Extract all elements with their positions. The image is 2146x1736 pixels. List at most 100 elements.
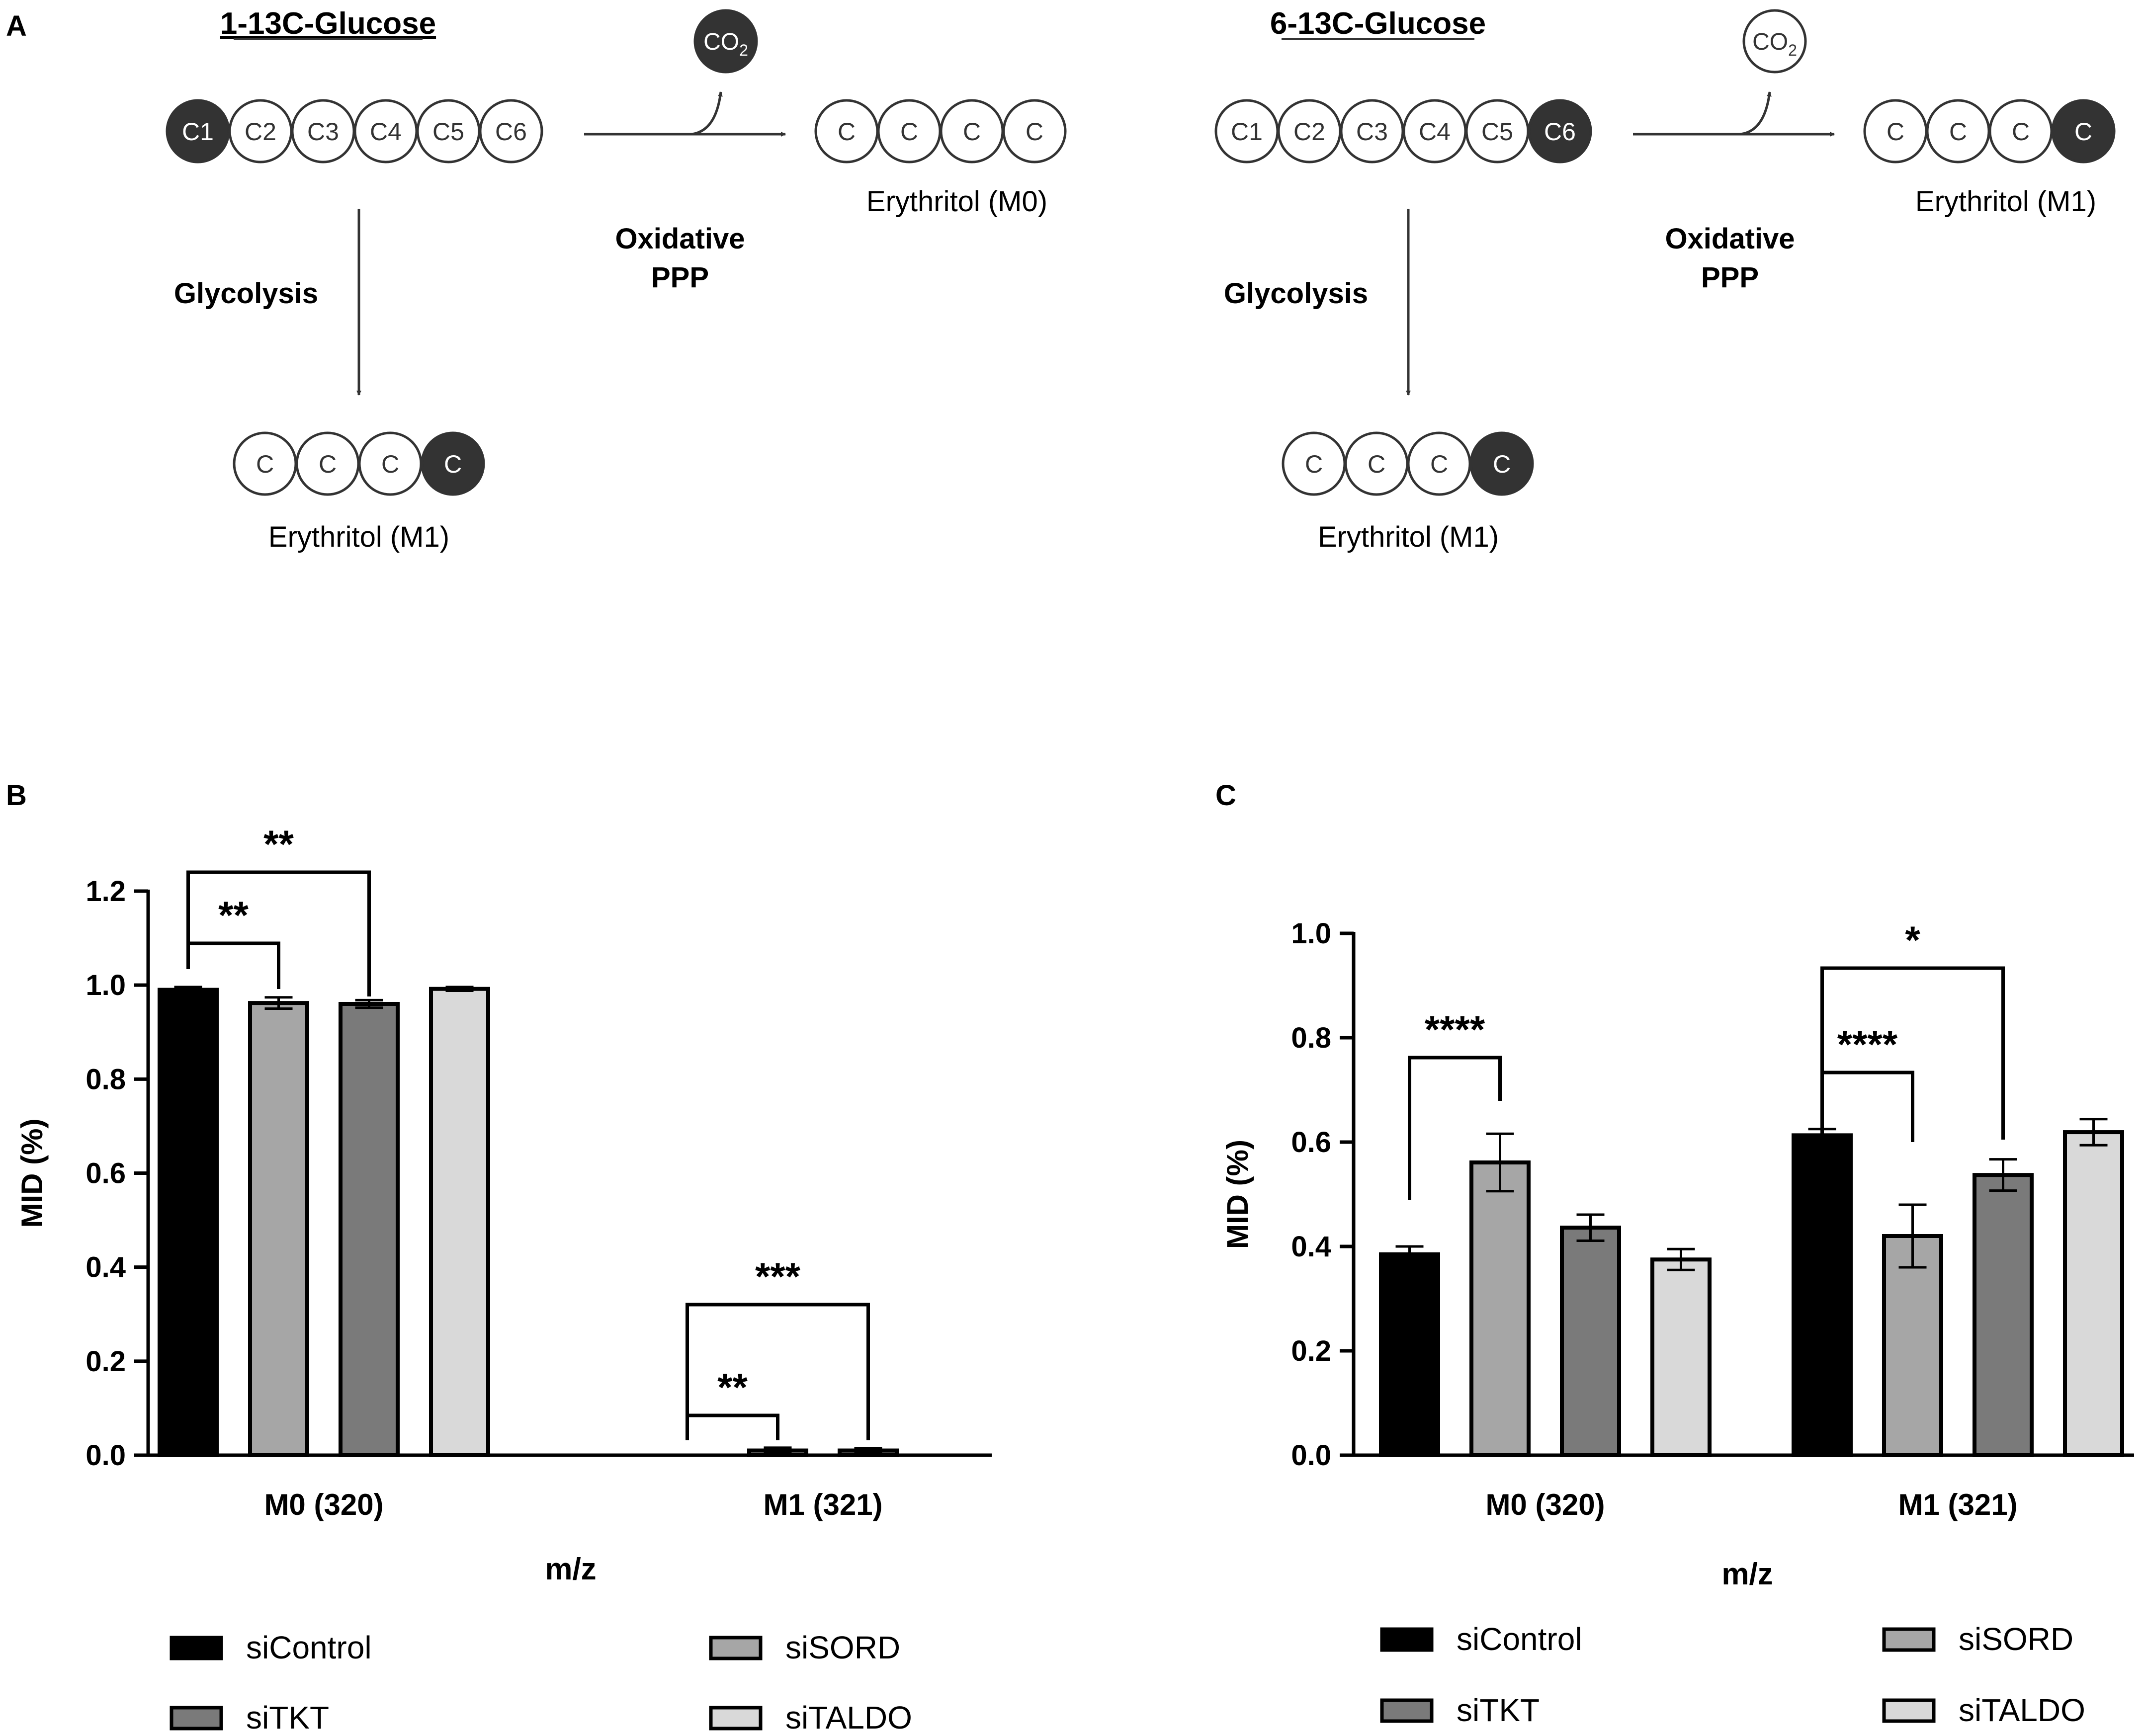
glucose-left-atom-label-1: C1 — [182, 118, 214, 146]
y-tick-label: 0.8 — [1291, 1022, 1331, 1054]
legend-swatch-siControl — [1380, 1627, 1434, 1652]
co2-left: CO2 — [693, 9, 758, 74]
legend-swatch-siTKT — [170, 1706, 223, 1731]
chart-b: 0.0 0.2 0.4 0.6 0.8 1.0 1.2 MID (%) M0 (320) M1 (… — [15, 822, 992, 1736]
co2-circle-left — [693, 9, 758, 74]
ppp-product-left-atom-4 — [1002, 99, 1067, 164]
glucose-right-atom-label-5: C5 — [1481, 118, 1513, 146]
glycolysis-product-label-left: Erythritol (M1) — [268, 521, 449, 553]
glyco-product-right-atom-label-1: C — [1305, 450, 1323, 478]
legend-swatch-siTALDO — [1882, 1698, 1936, 1723]
panel-c: C 0.0 0.2 0.4 0.6 0.8 1.0 MID (%) M0 (320) M1 (3… — [1215, 779, 2134, 1728]
y-tick-label: 1.0 — [86, 969, 126, 1001]
legend-label-siTKT: siTKT — [246, 1700, 329, 1736]
co2-branch-arrow-left — [690, 91, 723, 136]
x-category-label: M1 (321) — [763, 1488, 882, 1521]
bar-siTALDO-m0 — [429, 987, 490, 1457]
legend-swatch-siTKT — [1380, 1698, 1434, 1723]
y-tick-label: 0.2 — [86, 1345, 126, 1378]
legend-label-siTALDO: siTALDO — [785, 1700, 912, 1736]
glyco-product-left-atom-label-3: C — [381, 450, 399, 478]
glucose-left-atom-label-3: C3 — [307, 118, 339, 146]
glucose-left-atom-label-2: C2 — [245, 118, 276, 146]
y-tick-label: 0.6 — [86, 1157, 126, 1190]
glucose-right-atom-6 — [1528, 99, 1592, 164]
co2-label-left: CO2 — [703, 29, 748, 59]
significance-stars: ** — [717, 1365, 748, 1409]
bar-siControl-m0 — [158, 988, 219, 1457]
ppp-product-right-atom-4 — [2051, 99, 2116, 164]
bar-siTKT-m0 — [339, 1002, 400, 1457]
bar-siTKT-m0 — [1560, 1226, 1621, 1457]
ppp-product-left-atom-label-3: C — [963, 118, 981, 146]
x-axis-label: m/z — [1721, 1557, 1773, 1591]
panel-label-c: C — [1215, 779, 1236, 812]
glyco-product-right-atom-4 — [1469, 431, 1534, 496]
glucose-chain-right: C1 C2 C3 C4 C5 C6 — [1214, 99, 1592, 164]
legend-label-siSORD: siSORD — [785, 1630, 900, 1665]
scheme-1-13c-glucose: 1-13C-Glucose C1 C2 C3 C4 C5 C6 CO2 Oxidative… — [166, 6, 1067, 553]
glyco-product-left-atom-label-4: C — [444, 450, 462, 478]
legend-label-siControl: siControl — [1457, 1621, 1582, 1657]
scheme-6-13c-glucose: 6-13C-Glucose C1 C2 C3 C4 C5 C6 CO2 Oxidative… — [1214, 6, 2116, 553]
glucose-left-atom-label-4: C4 — [370, 118, 402, 146]
significance-stars: *** — [755, 1254, 801, 1298]
significance-stars: ** — [263, 822, 294, 866]
legend-swatch-siControl — [170, 1636, 223, 1660]
oxidative-label-right-2: PPP — [1701, 261, 1759, 294]
glyco-product-left-atom-label-1: C — [256, 450, 274, 478]
significance-bracket — [1820, 966, 2005, 1200]
glycolysis-label-right: Glycolysis — [1224, 277, 1368, 310]
bar-siSORD-m1 — [1882, 1234, 1943, 1457]
glucose-right-atom-label-3: C3 — [1356, 118, 1388, 146]
co2-branch-arrow-right — [1739, 91, 1772, 136]
legend-swatch-siTALDO — [709, 1706, 763, 1731]
ppp-product-right-atom-label-3: C — [2012, 118, 2030, 146]
co2-circle-right — [1742, 9, 1807, 74]
significance-bracket — [1408, 1056, 1502, 1200]
glucose-left-atom-6 — [479, 99, 543, 164]
glyco-product-right-atom-label-3: C — [1430, 450, 1448, 478]
glucose-chain-left: C1 C2 C3 C4 C5 C6 — [166, 99, 543, 164]
glucose-left-atom-label-6: C6 — [495, 118, 527, 146]
x-category-label: M0 (320) — [1485, 1488, 1605, 1521]
significance-stars: **** — [1425, 1007, 1485, 1051]
bar-siTKT-m1 — [1973, 1173, 2034, 1457]
co2-label-right: CO2 — [1752, 29, 1797, 59]
y-tick-label: 0.6 — [1291, 1126, 1331, 1158]
panel-b: B 0.0 0.2 0.4 0.6 0.8 1.0 1.2 MID (%) M0 (320) M1… — [6, 779, 992, 1736]
glyco-product-left-atom-4 — [421, 431, 485, 496]
y-tick-label: 0.4 — [1291, 1231, 1331, 1263]
oxidative-label-right-1: Oxidative — [1665, 223, 1795, 255]
glycolysis-product-label-right: Erythritol (M1) — [1318, 521, 1499, 553]
glyco-product-left-atom-label-2: C — [319, 450, 337, 478]
ppp-product-left-atom-label-2: C — [900, 118, 918, 146]
oxidative-label-left-2: PPP — [651, 261, 709, 294]
x-axis-label: m/z — [545, 1552, 596, 1586]
x-category-label: M0 (320) — [264, 1488, 383, 1521]
significance-stars: * — [1905, 918, 1920, 962]
significance-bracket — [686, 1303, 870, 1440]
y-tick-label: 1.2 — [86, 875, 126, 908]
legend-swatch-siSORD — [709, 1636, 763, 1660]
y-tick-label: 0.0 — [1291, 1439, 1331, 1472]
bar-siTALDO-m0 — [1650, 1257, 1712, 1457]
bar-siTALDO-m1 — [2063, 1130, 2124, 1458]
y-tick-label: 0.0 — [86, 1439, 126, 1472]
scheme-title-right: 6-13C-Glucose — [1270, 6, 1486, 41]
y-tick-label: 0.8 — [86, 1063, 126, 1095]
glucose-right-atom-label-1: C1 — [1231, 118, 1263, 146]
y-axis-label: MID (%) — [1221, 1140, 1254, 1249]
co2-right: CO2 — [1742, 9, 1807, 74]
legend-label-siControl: siControl — [246, 1630, 372, 1665]
glucose-right-atom-label-4: C4 — [1419, 118, 1451, 146]
significance-bracket — [186, 870, 371, 996]
y-tick-label: 1.0 — [1291, 917, 1331, 950]
y-axis-label: MID (%) — [15, 1119, 49, 1228]
significance-stars: ** — [218, 893, 249, 937]
legend-label-siTALDO: siTALDO — [1959, 1692, 2085, 1728]
bar-siControl-m0 — [1379, 1252, 1440, 1457]
